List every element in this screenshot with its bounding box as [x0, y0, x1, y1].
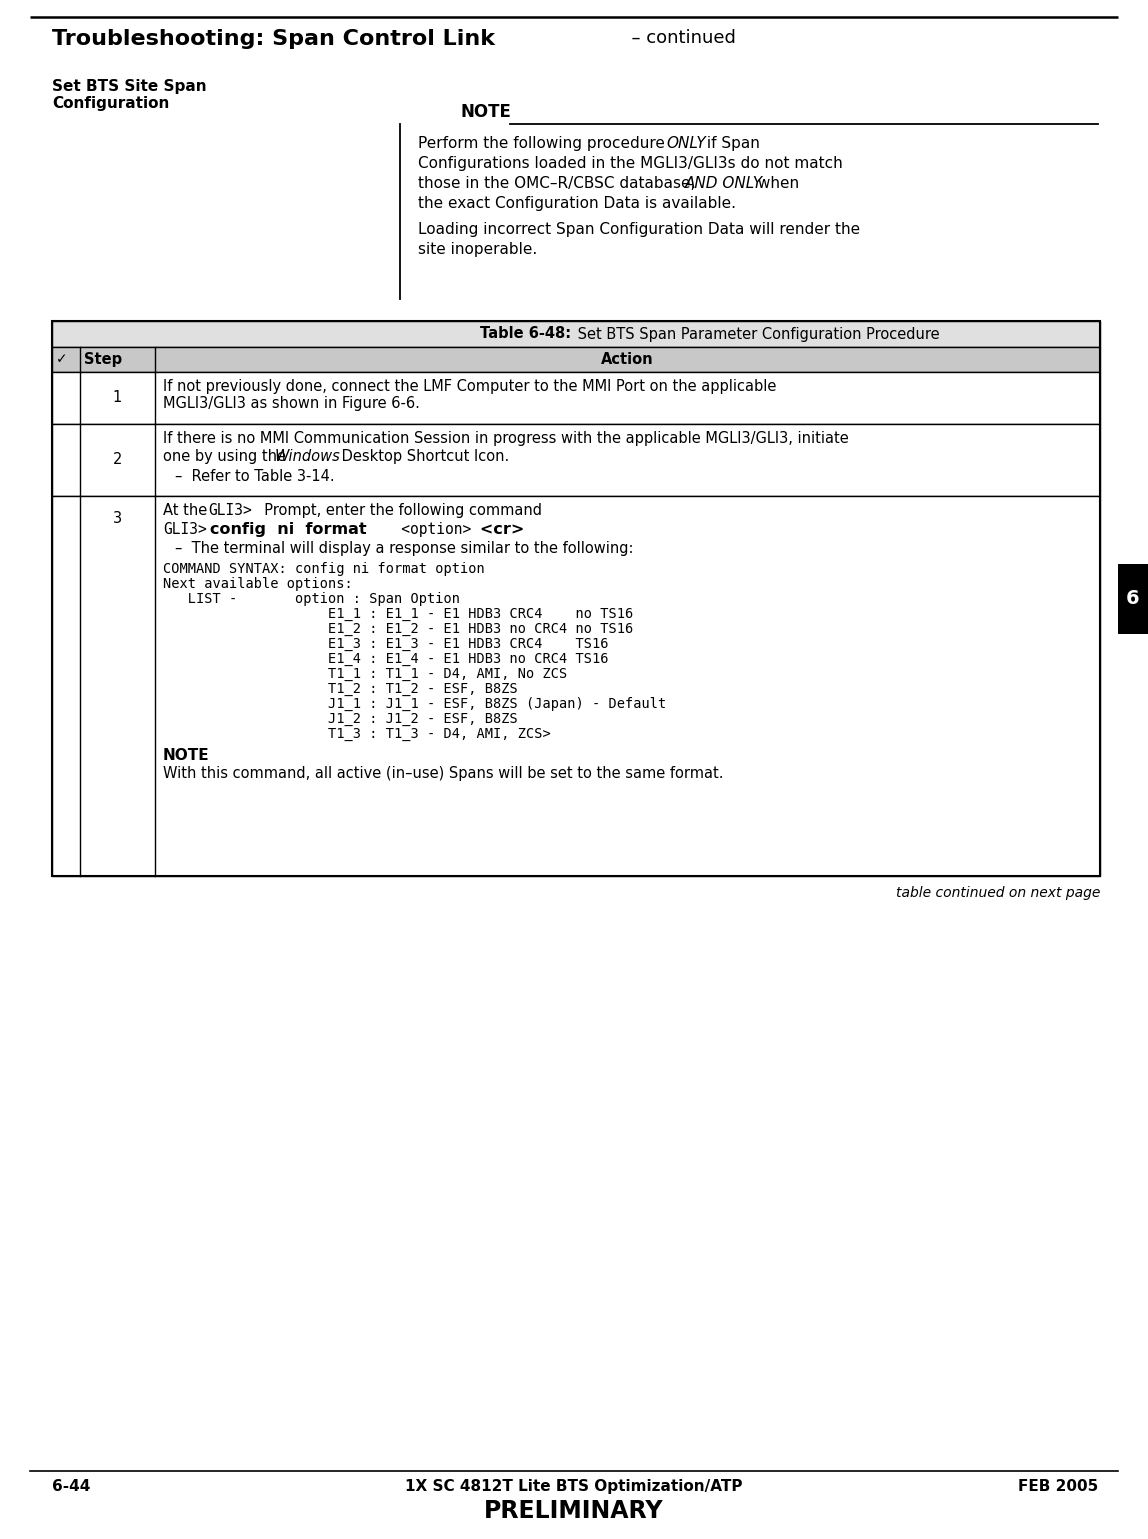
- Text: FEB 2005: FEB 2005: [1018, 1479, 1097, 1494]
- Text: With this command, all active (in–use) Spans will be set to the same format.: With this command, all active (in–use) S…: [163, 766, 723, 780]
- Text: Table 6-48:: Table 6-48:: [480, 326, 571, 342]
- Text: T1_3 : T1_3 - D4, AMI, ZCS>: T1_3 : T1_3 - D4, AMI, ZCS>: [163, 726, 551, 740]
- Text: Step: Step: [84, 352, 122, 366]
- Text: 1X SC 4812T Lite BTS Optimization/ATP: 1X SC 4812T Lite BTS Optimization/ATP: [405, 1479, 743, 1494]
- Text: COMMAND SYNTAX: config ni format option: COMMAND SYNTAX: config ni format option: [163, 562, 484, 576]
- Text: T1_1 : T1_1 - D4, AMI, No ZCS: T1_1 : T1_1 - D4, AMI, No ZCS: [163, 666, 567, 680]
- Text: <cr>: <cr>: [463, 522, 525, 537]
- Text: AND ONLY: AND ONLY: [685, 175, 763, 191]
- Text: If not previously done, connect the LMF Computer to the MMI Port on the applicab: If not previously done, connect the LMF …: [163, 379, 776, 394]
- Text: T1_2 : T1_2 - ESF, B8ZS: T1_2 : T1_2 - ESF, B8ZS: [163, 682, 518, 696]
- Text: Configurations loaded in the MGLI3/GLI3s do not match: Configurations loaded in the MGLI3/GLI3s…: [418, 155, 843, 171]
- Text: –  Refer to Table 3-14.: – Refer to Table 3-14.: [174, 469, 334, 483]
- Text: Perform the following procedure: Perform the following procedure: [418, 135, 669, 151]
- Text: 1: 1: [113, 391, 122, 405]
- Text: LIST -       option : Span Option: LIST - option : Span Option: [163, 593, 460, 606]
- Text: table continued on next page: table continued on next page: [895, 886, 1100, 900]
- Text: NOTE: NOTE: [460, 103, 511, 122]
- Text: E1_2 : E1_2 - E1 HDB3 no CRC4 no TS16: E1_2 : E1_2 - E1 HDB3 no CRC4 no TS16: [163, 622, 634, 636]
- Bar: [52, 322, 1100, 346]
- Text: J1_2 : J1_2 - ESF, B8ZS: J1_2 : J1_2 - ESF, B8ZS: [163, 713, 518, 726]
- Bar: [52, 372, 1100, 425]
- Bar: [52, 346, 1100, 372]
- Text: when: when: [753, 175, 799, 191]
- Text: Desktop Shortcut Icon.: Desktop Shortcut Icon.: [338, 449, 510, 463]
- Bar: [1118, 563, 1148, 634]
- Text: – continued: – continued: [620, 29, 736, 48]
- Bar: [52, 322, 1100, 876]
- Text: NOTE: NOTE: [163, 748, 210, 763]
- Text: GLI3>: GLI3>: [208, 503, 251, 519]
- Text: ✓: ✓: [56, 352, 68, 366]
- Text: site inoperable.: site inoperable.: [418, 242, 537, 257]
- Text: MGLI3/GLI3 as shown in Figure 6-6.: MGLI3/GLI3 as shown in Figure 6-6.: [163, 396, 420, 411]
- Text: ONLY: ONLY: [666, 135, 706, 151]
- Text: –  The terminal will display a response similar to the following:: – The terminal will display a response s…: [174, 542, 634, 556]
- Text: Set BTS Span Parameter Configuration Procedure: Set BTS Span Parameter Configuration Pro…: [573, 326, 939, 342]
- Text: if Span: if Span: [701, 135, 760, 151]
- Bar: [52, 425, 1100, 496]
- Text: one by using the: one by using the: [163, 449, 290, 463]
- Text: Prompt, enter the following command: Prompt, enter the following command: [255, 503, 542, 519]
- Text: those in the OMC–R/CBSC database,: those in the OMC–R/CBSC database,: [418, 175, 700, 191]
- Bar: [52, 496, 1100, 876]
- Text: Set BTS Site Span: Set BTS Site Span: [52, 78, 207, 94]
- Text: 6: 6: [1126, 589, 1140, 608]
- Text: If there is no MMI Communication Session in progress with the applicable MGLI3/G: If there is no MMI Communication Session…: [163, 431, 848, 446]
- Text: 2: 2: [113, 452, 122, 468]
- Text: E1_4 : E1_4 - E1 HDB3 no CRC4 TS16: E1_4 : E1_4 - E1 HDB3 no CRC4 TS16: [163, 653, 608, 666]
- Text: <option>: <option>: [375, 522, 471, 537]
- Text: config  ni  format: config ni format: [210, 522, 366, 537]
- Text: PRELIMINARY: PRELIMINARY: [484, 1499, 664, 1524]
- Text: Configuration: Configuration: [52, 95, 170, 111]
- Text: Windows: Windows: [276, 449, 341, 463]
- Text: E1_3 : E1_3 - E1 HDB3 CRC4    TS16: E1_3 : E1_3 - E1 HDB3 CRC4 TS16: [163, 637, 608, 651]
- Text: At the: At the: [163, 503, 212, 519]
- Text: Next available options:: Next available options:: [163, 577, 352, 591]
- Text: E1_1 : E1_1 - E1 HDB3 CRC4    no TS16: E1_1 : E1_1 - E1 HDB3 CRC4 no TS16: [163, 606, 634, 622]
- Text: 3: 3: [113, 511, 122, 526]
- Text: J1_1 : J1_1 - ESF, B8ZS (Japan) - Default: J1_1 : J1_1 - ESF, B8ZS (Japan) - Defaul…: [163, 697, 666, 711]
- Text: Action: Action: [602, 352, 654, 366]
- Text: GLI3>: GLI3>: [163, 522, 207, 537]
- Text: 6-44: 6-44: [52, 1479, 91, 1494]
- Text: the exact Configuration Data is available.: the exact Configuration Data is availabl…: [418, 195, 736, 211]
- Text: Troubleshooting: Span Control Link: Troubleshooting: Span Control Link: [52, 29, 495, 49]
- Text: Loading incorrect Span Configuration Data will render the: Loading incorrect Span Configuration Dat…: [418, 222, 860, 237]
